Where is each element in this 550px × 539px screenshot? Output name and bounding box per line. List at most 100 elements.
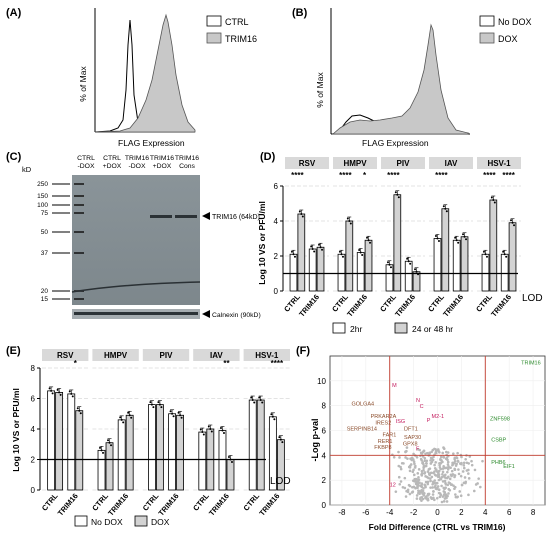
data-point (107, 439, 110, 442)
x-tick-label: TRIM16 (207, 492, 231, 518)
gene-label: PHB6 (491, 460, 505, 466)
panel-d-legend-2hr-swatch (332, 322, 346, 334)
trim16-band-lane4 (150, 215, 172, 218)
facet-strip (92, 349, 139, 361)
data-point (418, 481, 421, 484)
data-point (415, 497, 419, 500)
data-point (417, 489, 420, 492)
data-point (425, 451, 429, 455)
bar (316, 246, 325, 292)
data-point (503, 253, 506, 256)
data-point (485, 255, 488, 258)
data-point (405, 446, 409, 449)
data-point (298, 210, 301, 213)
lane-label-3a: TRIM16 (125, 155, 149, 162)
significance-label: **** (339, 171, 352, 180)
data-point (415, 478, 418, 481)
data-point (437, 478, 441, 482)
y-tick-label: 4 (31, 425, 36, 434)
panel-e-legend-nodox-swatch (74, 515, 88, 527)
data-point (348, 220, 351, 222)
data-point (440, 459, 443, 462)
data-point (459, 462, 463, 466)
data-point (511, 221, 514, 224)
data-point (409, 457, 412, 461)
data-point (406, 257, 409, 260)
bar (67, 393, 76, 491)
data-point (338, 250, 341, 253)
data-point (463, 235, 466, 238)
panel-b-legend-dox-swatch (479, 32, 495, 44)
data-point (400, 461, 404, 465)
data-point (435, 496, 439, 500)
bar (105, 442, 114, 491)
data-point (449, 466, 452, 470)
data-point (413, 462, 416, 466)
panel-d-plot: 0246RSVCTRL****TRIM16HMPVCTRL****TRIM16*… (274, 157, 521, 319)
data-point (51, 392, 54, 395)
bar (55, 391, 64, 491)
facet-title: IAV (210, 351, 223, 360)
facet-title: RSV (57, 351, 74, 360)
panel-a-legend-ctrl-swatch (206, 15, 222, 27)
panel-e-label: (E) (6, 345, 21, 357)
data-point (421, 492, 424, 495)
data-point (438, 466, 442, 469)
data-point (318, 243, 321, 246)
x-tick-label: -4 (386, 508, 394, 517)
facet-strip (429, 157, 473, 169)
panel-b-legend-nodox-swatch (479, 15, 495, 27)
bar (117, 419, 126, 491)
data-point (427, 472, 431, 475)
data-point (150, 403, 153, 406)
data-point (71, 395, 74, 398)
data-point (442, 493, 446, 496)
data-point (396, 193, 399, 196)
data-point (435, 449, 438, 453)
data-point (450, 469, 454, 473)
data-point (422, 462, 425, 466)
panel-e-plot: 02468RSVCTRLTRIM16*HMPVCTRLTRIM16PIVCTRL… (31, 349, 290, 518)
panel-b-legend-dox-label: DOX (498, 34, 518, 44)
lane-label-4b: +DOX (153, 163, 172, 170)
data-point (359, 251, 362, 254)
significance-label: * (74, 359, 78, 368)
panel-b-legend-nodox-label: No DOX (498, 17, 532, 27)
data-point (436, 473, 440, 477)
data-point (421, 455, 425, 458)
data-point (428, 452, 431, 456)
data-point (436, 237, 439, 240)
data-point (445, 210, 448, 213)
significance-label: **** (502, 171, 515, 180)
significance-label: **** (387, 171, 400, 180)
bar (508, 222, 517, 292)
data-point (222, 432, 225, 435)
panel-e-legend-dox-label: DOX (151, 517, 170, 527)
data-point (201, 431, 204, 434)
data-point (278, 436, 281, 439)
data-point (484, 253, 487, 256)
marker-100: 100 (37, 202, 48, 209)
data-point (441, 480, 445, 483)
bar (364, 239, 373, 292)
data-point (409, 463, 413, 466)
data-point (202, 433, 205, 436)
data-point (414, 268, 417, 271)
x-tick-label: TRIM16 (297, 293, 321, 319)
panel-a-legend-trim16-swatch (206, 32, 222, 44)
data-point (361, 254, 364, 256)
data-point (424, 464, 428, 468)
bar (226, 459, 235, 491)
data-point (436, 471, 440, 475)
facet-title: HSV-1 (255, 351, 279, 360)
panel-b-ylabel: % of Max (315, 72, 325, 108)
data-point (439, 461, 443, 465)
data-point (467, 462, 470, 465)
data-point (442, 447, 446, 451)
data-point (426, 480, 430, 484)
data-point (441, 451, 445, 455)
bar (345, 220, 354, 292)
data-point (513, 224, 516, 227)
data-point (397, 464, 401, 468)
trim16-arrow-icon (202, 212, 210, 220)
